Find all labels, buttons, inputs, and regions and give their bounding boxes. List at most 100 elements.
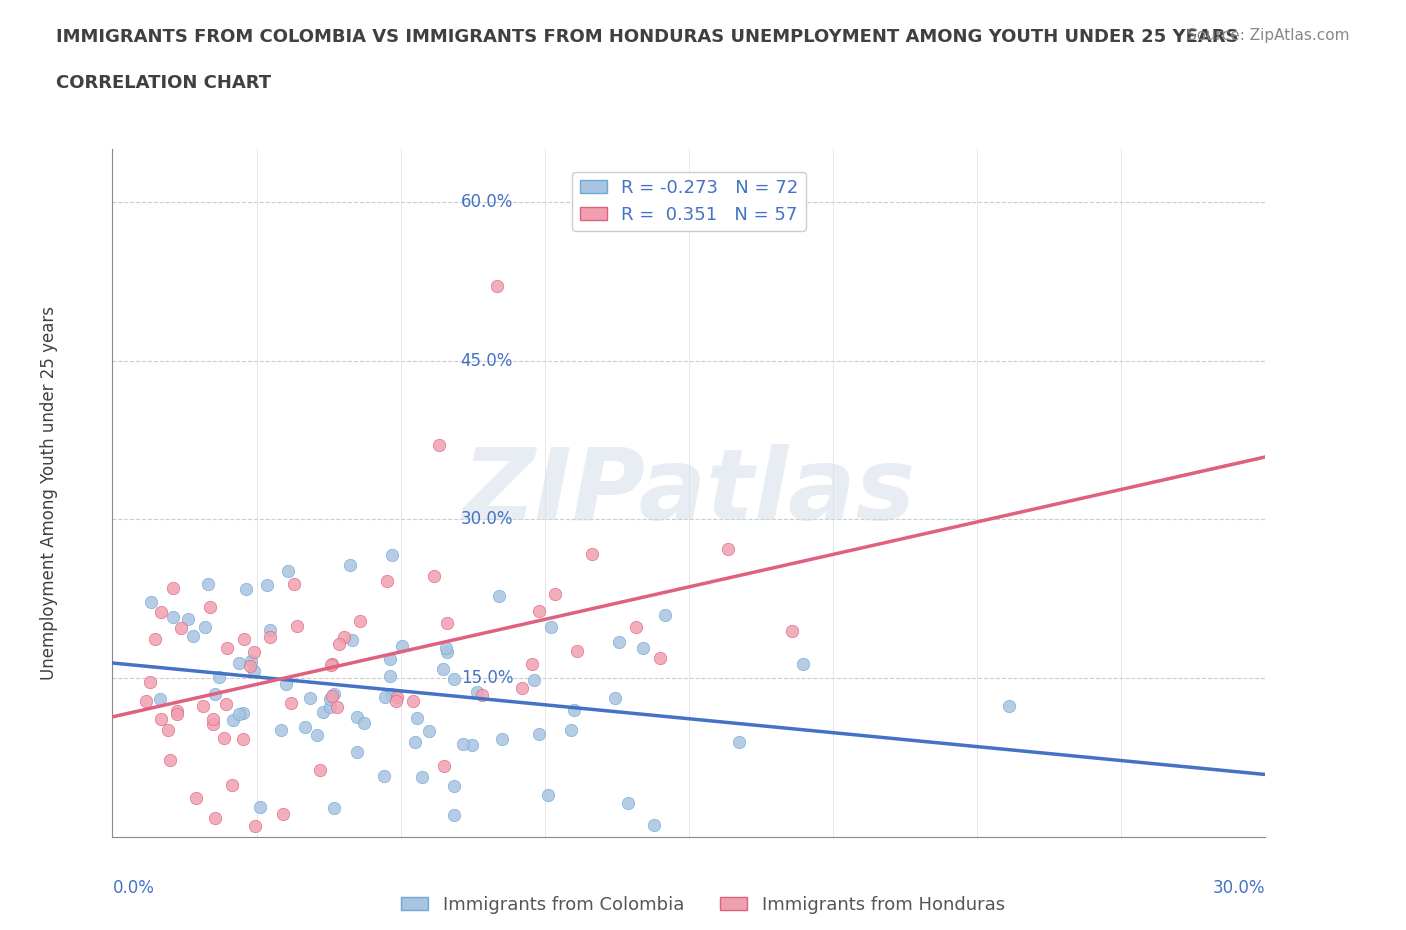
Point <box>271 807 294 822</box>
Point <box>381 548 404 563</box>
Point <box>235 581 257 596</box>
Point <box>323 686 346 701</box>
Point <box>643 817 665 832</box>
Point <box>328 636 350 651</box>
Point <box>311 704 333 719</box>
Point <box>491 732 513 747</box>
Point <box>319 658 342 672</box>
Point <box>427 438 450 453</box>
Legend: Immigrants from Colombia, Immigrants from Honduras: Immigrants from Colombia, Immigrants fro… <box>394 888 1012 921</box>
Point <box>243 664 266 679</box>
Point <box>402 694 425 709</box>
Point <box>239 658 262 673</box>
Point <box>443 779 465 794</box>
Point <box>404 735 426 750</box>
Point <box>522 657 544 671</box>
Point <box>346 745 368 760</box>
Point <box>214 697 236 711</box>
Text: 15.0%: 15.0% <box>461 670 513 687</box>
Point <box>191 698 214 713</box>
Point <box>581 547 603 562</box>
Point <box>149 691 172 706</box>
Point <box>385 694 408 709</box>
Point <box>232 731 254 746</box>
Point <box>380 687 402 702</box>
Point <box>727 735 749 750</box>
Point <box>654 607 676 622</box>
Point <box>319 691 342 706</box>
Point <box>240 653 263 668</box>
Point <box>243 819 266 834</box>
Point <box>333 630 356 644</box>
Point <box>717 542 740 557</box>
Point <box>166 704 188 719</box>
Point <box>512 681 534 696</box>
Point <box>411 769 433 784</box>
Point <box>204 811 226 826</box>
Point <box>488 589 510 604</box>
Point <box>156 723 179 737</box>
Point <box>374 690 396 705</box>
Point <box>436 616 458 631</box>
Text: IMMIGRANTS FROM COLOMBIA VS IMMIGRANTS FROM HONDURAS UNEMPLOYMENT AMONG YOUTH UN: IMMIGRANTS FROM COLOMBIA VS IMMIGRANTS F… <box>56 28 1239 46</box>
Point <box>294 720 316 735</box>
Point <box>159 752 181 767</box>
Point <box>434 640 457 655</box>
Point <box>346 710 368 724</box>
Point <box>603 690 626 705</box>
Legend: R = -0.273   N = 72, R =  0.351   N = 57: R = -0.273 N = 72, R = 0.351 N = 57 <box>572 172 806 231</box>
Point <box>537 788 560 803</box>
Point <box>326 699 349 714</box>
Point <box>208 670 231 684</box>
Point <box>232 705 254 720</box>
Point <box>280 696 302 711</box>
Point <box>544 586 567 601</box>
Point <box>349 614 371 629</box>
Point <box>270 723 292 737</box>
Point <box>150 711 173 726</box>
Point <box>564 703 586 718</box>
Point <box>378 669 401 684</box>
Point <box>443 807 465 822</box>
Point <box>135 694 157 709</box>
Point <box>194 619 217 634</box>
Text: 30.0%: 30.0% <box>1213 880 1265 897</box>
Point <box>181 628 204 643</box>
Point <box>322 801 344 816</box>
Point <box>523 672 546 687</box>
Point <box>149 604 172 619</box>
Point <box>228 707 250 722</box>
Point <box>242 644 264 659</box>
Point <box>139 594 162 609</box>
Point <box>436 644 458 659</box>
Text: 30.0%: 30.0% <box>461 511 513 528</box>
Point <box>186 791 208 806</box>
Point <box>277 564 299 578</box>
Point <box>222 713 245 728</box>
Text: 45.0%: 45.0% <box>461 352 513 369</box>
Point <box>540 619 562 634</box>
Point <box>285 618 308 633</box>
Point <box>485 279 508 294</box>
Point <box>451 737 474 751</box>
Point <box>353 715 375 730</box>
Point <box>527 604 550 618</box>
Point <box>780 624 803 639</box>
Point <box>299 690 322 705</box>
Point <box>385 690 408 705</box>
Point <box>321 657 343 671</box>
Point <box>215 641 238 656</box>
Point <box>259 623 281 638</box>
Point <box>228 656 250 671</box>
Point <box>232 632 254 647</box>
Point <box>166 706 188 721</box>
Point <box>465 684 488 699</box>
Point <box>197 577 219 591</box>
Text: CORRELATION CHART: CORRELATION CHART <box>56 74 271 92</box>
Point <box>143 631 166 646</box>
Point <box>307 728 329 743</box>
Point <box>139 674 162 689</box>
Point <box>256 578 278 592</box>
Point <box>443 671 465 686</box>
Point <box>339 558 361 573</box>
